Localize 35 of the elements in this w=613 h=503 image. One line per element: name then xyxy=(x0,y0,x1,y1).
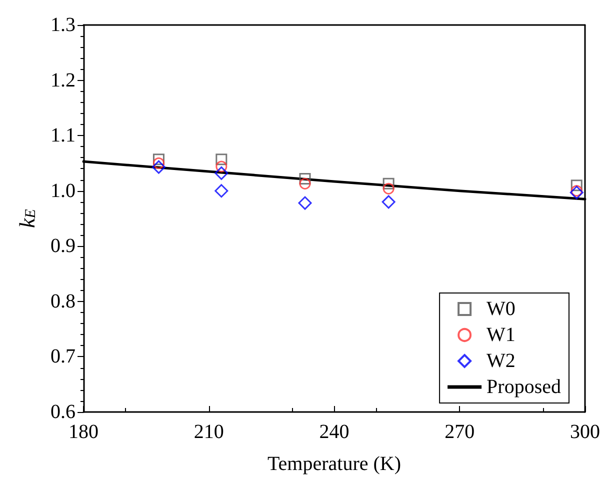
x-tick-label: 240 xyxy=(319,421,350,443)
x-tick-label: 210 xyxy=(194,421,224,443)
point xyxy=(216,154,228,166)
x-axis-title: Temperature (K) xyxy=(267,453,402,475)
y-tick-label: 1.1 xyxy=(50,124,76,147)
x-tick-label: 300 xyxy=(570,421,600,443)
point xyxy=(298,196,312,210)
legend-label: Proposed xyxy=(486,376,562,398)
legend-label: W0 xyxy=(486,298,516,320)
y-axis-title: kE xyxy=(14,209,40,228)
point xyxy=(382,195,396,209)
y-tick-label: 1.2 xyxy=(50,69,76,92)
point xyxy=(152,157,164,169)
y-tick-label: 0.8 xyxy=(50,290,76,312)
point xyxy=(382,182,394,194)
y-tick-label: 0.9 xyxy=(50,235,76,258)
y-tick-label: 1.3 xyxy=(50,14,76,36)
point xyxy=(570,186,584,200)
y-tick-label: 1.0 xyxy=(50,180,76,202)
point xyxy=(214,184,228,198)
legend-label: W2 xyxy=(486,350,516,372)
point xyxy=(570,180,582,192)
x-tick-label: 180 xyxy=(68,421,98,443)
legend-label: W1 xyxy=(486,324,516,346)
point xyxy=(299,178,311,190)
y-tick-label: 0.7 xyxy=(50,346,76,368)
point xyxy=(570,185,582,197)
point xyxy=(152,154,164,166)
point xyxy=(299,172,311,184)
point xyxy=(382,178,394,190)
point xyxy=(216,160,228,172)
point xyxy=(214,166,228,180)
x-tick-label: 270 xyxy=(444,421,475,443)
y-tick-label: 0.6 xyxy=(50,401,76,423)
point xyxy=(152,160,166,174)
